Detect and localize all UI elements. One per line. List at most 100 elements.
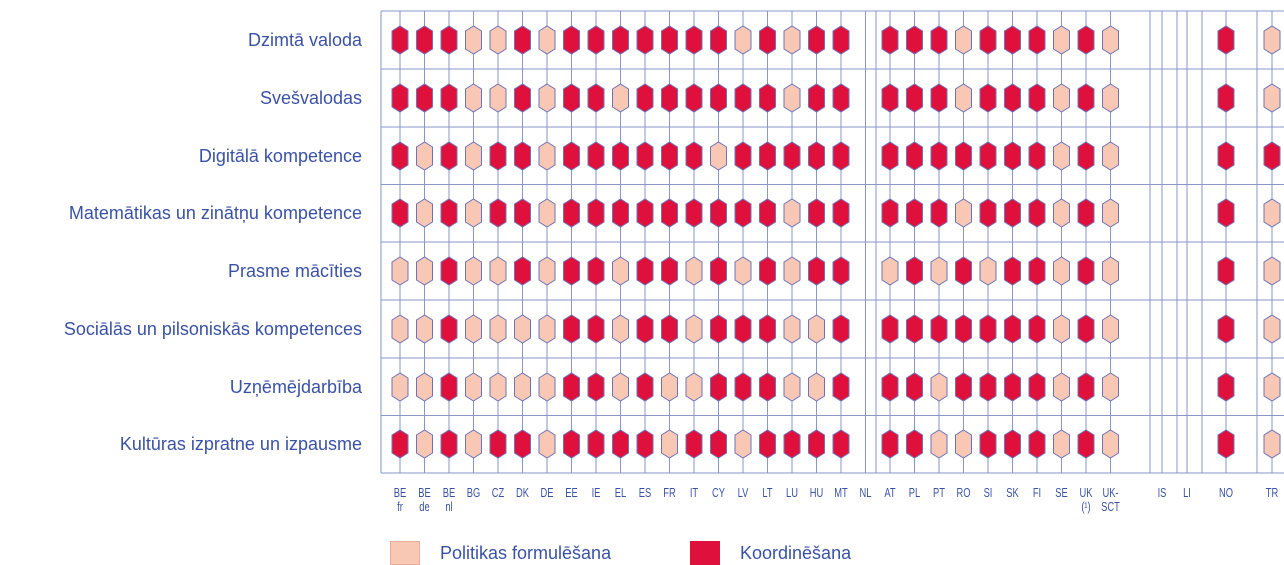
mark-koordinesana xyxy=(685,429,703,459)
mark-politikas xyxy=(465,256,482,286)
mark-politikas xyxy=(1263,429,1281,459)
mark-politikas xyxy=(514,314,531,344)
column-label: SI xyxy=(984,487,993,501)
mark-koordinesana xyxy=(881,429,899,459)
mark-koordinesana xyxy=(808,25,825,55)
mark-koordinesana xyxy=(1263,141,1281,171)
column-label: BG xyxy=(467,487,481,501)
mark-politikas xyxy=(538,372,556,402)
mark-politikas xyxy=(1053,256,1070,286)
mark-koordinesana xyxy=(587,83,605,113)
mark-koordinesana xyxy=(1004,256,1021,286)
mark-politikas xyxy=(955,429,972,459)
mark-politikas xyxy=(416,141,433,171)
mark-politikas xyxy=(783,25,801,55)
mark-koordinesana xyxy=(832,429,850,459)
mark-koordinesana xyxy=(710,256,727,286)
column-label: EE xyxy=(565,487,578,501)
mark-koordinesana xyxy=(906,141,923,171)
row-label: Svešvalodas xyxy=(260,88,362,108)
mark-koordinesana xyxy=(881,372,899,402)
mark-koordinesana xyxy=(832,83,850,113)
mark-politikas xyxy=(1053,429,1070,459)
mark-politikas xyxy=(783,198,801,228)
mark-politikas xyxy=(1102,83,1119,113)
mark-koordinesana xyxy=(930,314,948,344)
mark-koordinesana xyxy=(391,141,409,171)
mark-koordinesana xyxy=(1077,198,1095,228)
mark-koordinesana xyxy=(881,25,899,55)
mark-politikas xyxy=(1053,198,1070,228)
mark-koordinesana xyxy=(440,429,458,459)
mark-koordinesana xyxy=(563,198,580,228)
mark-politikas xyxy=(489,314,507,344)
column-label: SK xyxy=(1006,487,1019,501)
column-label: MT xyxy=(834,487,848,501)
mark-koordinesana xyxy=(416,83,433,113)
mark-koordinesana xyxy=(955,314,972,344)
mark-koordinesana xyxy=(563,314,580,344)
mark-politikas xyxy=(685,314,703,344)
mark-koordinesana xyxy=(832,314,850,344)
column-label: DE xyxy=(541,487,554,501)
mark-politikas xyxy=(538,429,556,459)
mark-politikas xyxy=(1053,372,1070,402)
mark-koordinesana xyxy=(832,372,850,402)
column-label: HU xyxy=(810,487,824,501)
mark-koordinesana xyxy=(685,141,703,171)
mark-koordinesana xyxy=(661,198,678,228)
legend-swatch-politikas xyxy=(390,541,420,565)
mark-koordinesana xyxy=(1004,429,1021,459)
mark-politikas xyxy=(1053,141,1070,171)
mark-politikas xyxy=(1102,198,1119,228)
mark-koordinesana xyxy=(930,141,948,171)
mark-koordinesana xyxy=(1217,25,1235,55)
mark-koordinesana xyxy=(906,198,923,228)
mark-koordinesana xyxy=(440,83,458,113)
grid xyxy=(380,10,1284,474)
mark-politikas xyxy=(930,429,948,459)
mark-politikas xyxy=(465,141,482,171)
mark-koordinesana xyxy=(612,198,629,228)
row-label: Sociālās un pilsoniskās kompetences xyxy=(64,319,362,339)
column-label: EL xyxy=(615,487,626,501)
mark-politikas xyxy=(391,314,409,344)
mark-koordinesana xyxy=(587,141,605,171)
mark-koordinesana xyxy=(710,429,727,459)
column-sublabel: nl xyxy=(445,501,452,515)
mark-politikas xyxy=(391,372,409,402)
mark-koordinesana xyxy=(906,314,923,344)
row-labels: Dzimtā valoda Svešvalodas Digitālā kompete… xyxy=(64,30,363,454)
mark-koordinesana xyxy=(563,429,580,459)
legend-politikas: Politikas formulēšana xyxy=(390,541,611,565)
column-label: LV xyxy=(738,487,749,501)
mark-politikas xyxy=(465,83,482,113)
mark-koordinesana xyxy=(1004,141,1021,171)
column-sublabel: (¹) xyxy=(1081,501,1091,515)
mark-koordinesana xyxy=(906,372,923,402)
column-label: FR xyxy=(663,487,675,501)
mark-politikas xyxy=(612,314,629,344)
mark-koordinesana xyxy=(734,314,752,344)
mark-koordinesana xyxy=(661,141,678,171)
mark-politikas xyxy=(685,256,703,286)
mark-koordinesana xyxy=(440,141,458,171)
mark-koordinesana xyxy=(1217,372,1235,402)
legend-label-koordinesana: Koordinēšana xyxy=(740,542,852,563)
mark-koordinesana xyxy=(391,429,409,459)
mark-koordinesana xyxy=(1217,83,1235,113)
mark-koordinesana xyxy=(1028,83,1046,113)
mark-koordinesana xyxy=(808,83,825,113)
mark-koordinesana xyxy=(587,372,605,402)
mark-politikas xyxy=(955,198,972,228)
mark-politikas xyxy=(391,256,409,286)
row-label: Digitālā kompetence xyxy=(199,146,362,166)
mark-politikas xyxy=(465,314,482,344)
mark-koordinesana xyxy=(563,372,580,402)
mark-koordinesana xyxy=(881,83,899,113)
mark-politikas xyxy=(538,314,556,344)
mark-koordinesana xyxy=(759,372,776,402)
mark-politikas xyxy=(734,256,752,286)
mark-koordinesana xyxy=(612,141,629,171)
mark-koordinesana xyxy=(489,198,507,228)
